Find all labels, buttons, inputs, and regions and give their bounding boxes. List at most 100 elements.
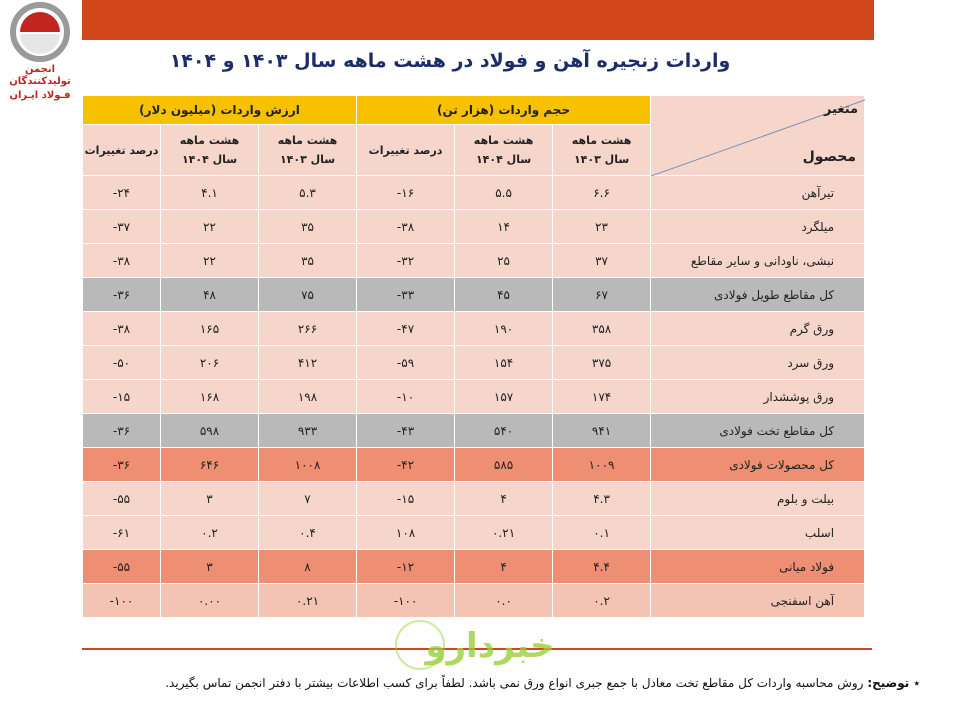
header-value-group: ارزش واردات (میلیون دلار) <box>81 95 358 125</box>
cell-value-change: ۵۰- <box>81 345 162 380</box>
cell-volume-1403: ۱۰۰۹ <box>552 447 652 482</box>
cell-value-1404: ۲۰۶ <box>160 345 260 380</box>
footnote-text: روش محاسبه واردات کل مقاطع تخت معادل با … <box>165 676 864 690</box>
cell-value-1403: ۵.۳ <box>258 175 358 210</box>
table-row: فولاد میانی ۴.۴ ۴ ۱۲- ۸ ۳ ۵۵- <box>81 549 866 584</box>
table-row: کل مقاطع تخت فولادی ۹۴۱ ۵۴۰ ۴۳- ۹۳۳ ۵۹۸ ۳۶- <box>81 413 866 448</box>
row-product-name: اسلب <box>650 515 866 550</box>
cell-value-1404: ۴.۱ <box>160 175 260 210</box>
header-product: محصول <box>802 149 857 165</box>
row-product-name: فولاد میانی <box>650 549 866 584</box>
cell-volume-1404: ۱۵۴ <box>454 345 554 380</box>
cell-value-1403: ۴۱۲ <box>258 345 358 380</box>
table-row: آهن اسفنجی ۰.۲ ۰.۰ ۱۰۰- ۰.۲۱ ۰.۰۰ ۱۰۰- <box>81 583 866 618</box>
cell-value-1403: ۹۳۳ <box>258 413 358 448</box>
table-row: اسلب ۰.۱ ۰.۲۱ ۱۰۸ ۰.۴ ۰.۲ ۶۱- <box>81 515 866 550</box>
cell-volume-change: ۱۲- <box>356 549 456 584</box>
cell-volume-1404: ۴ <box>454 481 554 516</box>
header-volume-group: حجم واردات (هزار تن) <box>356 95 652 125</box>
footnote: ٭ توضیح: روش محاسبه واردات کل مقاطع تخت … <box>60 676 920 690</box>
row-product-name: کل مقاطع تخت فولادی <box>650 413 866 448</box>
cell-value-change: ۵۵- <box>81 549 162 584</box>
table-body: تیرآهن ۶.۶ ۵.۵ ۱۶- ۵.۳ ۴.۱ ۲۴- میلگرد ۲۳ ۱۴ ۳۸- ۳۵ ۲… <box>81 175 866 618</box>
cell-value-1403: ۸ <box>258 549 358 584</box>
cell-value-1403: ۱۹۸ <box>258 379 358 414</box>
cell-value-change: ۳۸- <box>81 311 162 346</box>
cell-volume-1403: ۶۷ <box>552 277 652 312</box>
header-volume-1404: هشت ماهه سال ۱۴۰۴ <box>454 124 554 176</box>
cell-volume-change: ۳۳- <box>356 277 456 312</box>
cell-volume-1404: ۵۴۰ <box>454 413 554 448</box>
cell-value-1404: ۶۴۶ <box>160 447 260 482</box>
header-variable: متغیر <box>823 102 859 117</box>
cell-value-1404: ۵۹۸ <box>160 413 260 448</box>
cell-volume-1403: ۰.۲ <box>552 583 652 618</box>
footnote-marker: ٭ توضیح: <box>867 676 920 690</box>
cell-volume-1404: ۵۸۵ <box>454 447 554 482</box>
header-value-1403: هشت ماهه سال ۱۴۰۳ <box>258 124 358 176</box>
cell-value-change: ۱۵- <box>81 379 162 414</box>
cell-value-1404: ۲۲ <box>160 243 260 278</box>
cell-value-1404: ۳ <box>160 481 260 516</box>
table-row: ورق سرد ۳۷۵ ۱۵۴ ۵۹- ۴۱۲ ۲۰۶ ۵۰- <box>81 345 866 380</box>
cell-volume-1403: ۲۳ <box>552 209 652 244</box>
cell-value-1404: ۰.۰۰ <box>160 583 260 618</box>
header-value-change: درصد تغییرات <box>81 124 162 176</box>
watermark-text: خبردارو <box>423 626 554 666</box>
cell-volume-change: ۱۶- <box>356 175 456 210</box>
cell-value-change: ۲۴- <box>81 175 162 210</box>
cell-volume-1403: ۳۷۵ <box>552 345 652 380</box>
header-volume-1403: هشت ماهه سال ۱۴۰۳ <box>552 124 652 176</box>
page-title: واردات زنجیره آهن و فولاد در هشت ماهه سا… <box>169 50 731 72</box>
row-product-name: ورق پوششدار <box>650 379 866 414</box>
imports-table: متغیر محصول حجم واردات (هزار تن) ارزش وا… <box>81 95 866 618</box>
row-product-name: تیرآهن <box>650 175 866 210</box>
cell-volume-change: ۵۹- <box>356 345 456 380</box>
row-product-name: آهن اسفنجی <box>650 583 866 618</box>
cell-value-1403: ۲۶۶ <box>258 311 358 346</box>
cell-volume-change: ۳۲- <box>356 243 456 278</box>
cell-value-1403: ۰.۴ <box>258 515 358 550</box>
header-value-1404: هشت ماهه سال ۱۴۰۴ <box>160 124 260 176</box>
cell-volume-1404: ۰.۲۱ <box>454 515 554 550</box>
cell-volume-change: ۳۸- <box>356 209 456 244</box>
diagonal-divider-icon <box>651 99 866 176</box>
cell-volume-1403: ۶.۶ <box>552 175 652 210</box>
cell-volume-1403: ۱۷۴ <box>552 379 652 414</box>
cell-volume-1404: ۱۴ <box>454 209 554 244</box>
cell-volume-1404: ۱۹۰ <box>454 311 554 346</box>
cell-value-1403: ۷۵ <box>258 277 358 312</box>
cell-value-1403: ۳۵ <box>258 209 358 244</box>
cell-value-1403: ۰.۲۱ <box>258 583 358 618</box>
watermark-logo: خبردارو <box>395 620 555 670</box>
header-volume-change: درصد تغییرات <box>356 124 456 176</box>
row-product-name: بیلت و بلوم <box>650 481 866 516</box>
row-product-name: کل محصولات فولادی <box>650 447 866 482</box>
cell-volume-1404: ۴ <box>454 549 554 584</box>
cell-value-1404: ۳ <box>160 549 260 584</box>
table-row: کل مقاطع طویل فولادی ۶۷ ۴۵ ۳۳- ۷۵ ۴۸ ۳۶- <box>81 277 866 312</box>
cell-value-1404: ۱۶۵ <box>160 311 260 346</box>
cell-value-change: ۳۶- <box>81 447 162 482</box>
cell-volume-change: ۱۰- <box>356 379 456 414</box>
logo-emblem-icon <box>10 2 70 62</box>
cell-volume-1403: ۳۵۸ <box>552 311 652 346</box>
association-logo: انجمن تولیدکنندگان فـولاد ایـران <box>0 2 80 102</box>
cell-value-1404: ۰.۲ <box>160 515 260 550</box>
cell-volume-1404: ۴۵ <box>454 277 554 312</box>
cell-value-change: ۶۱- <box>81 515 162 550</box>
cell-value-change: ۵۵- <box>81 481 162 516</box>
cell-volume-1403: ۳۷ <box>552 243 652 278</box>
cell-volume-change: ۱۰۸ <box>356 515 456 550</box>
header-corner-cell: متغیر محصول <box>650 95 866 176</box>
cell-volume-1404: ۵.۵ <box>454 175 554 210</box>
cell-value-change: ۳۷- <box>81 209 162 244</box>
table-row: کل محصولات فولادی ۱۰۰۹ ۵۸۵ ۴۲- ۱۰۰۸ ۶۴۶ ۳۶- <box>81 447 866 482</box>
table-row: بیلت و بلوم ۴.۳ ۴ ۱۵- ۷ ۳ ۵۵- <box>81 481 866 516</box>
table-row: تیرآهن ۶.۶ ۵.۵ ۱۶- ۵.۳ ۴.۱ ۲۴- <box>81 175 866 210</box>
cell-value-1403: ۳۵ <box>258 243 358 278</box>
cell-volume-change: ۱۵- <box>356 481 456 516</box>
row-product-name: نبشی، ناودانی و سایر مقاطع <box>650 243 866 278</box>
cell-value-change: ۳۶- <box>81 413 162 448</box>
table-row: ورق پوششدار ۱۷۴ ۱۵۷ ۱۰- ۱۹۸ ۱۶۸ ۱۵- <box>81 379 866 414</box>
